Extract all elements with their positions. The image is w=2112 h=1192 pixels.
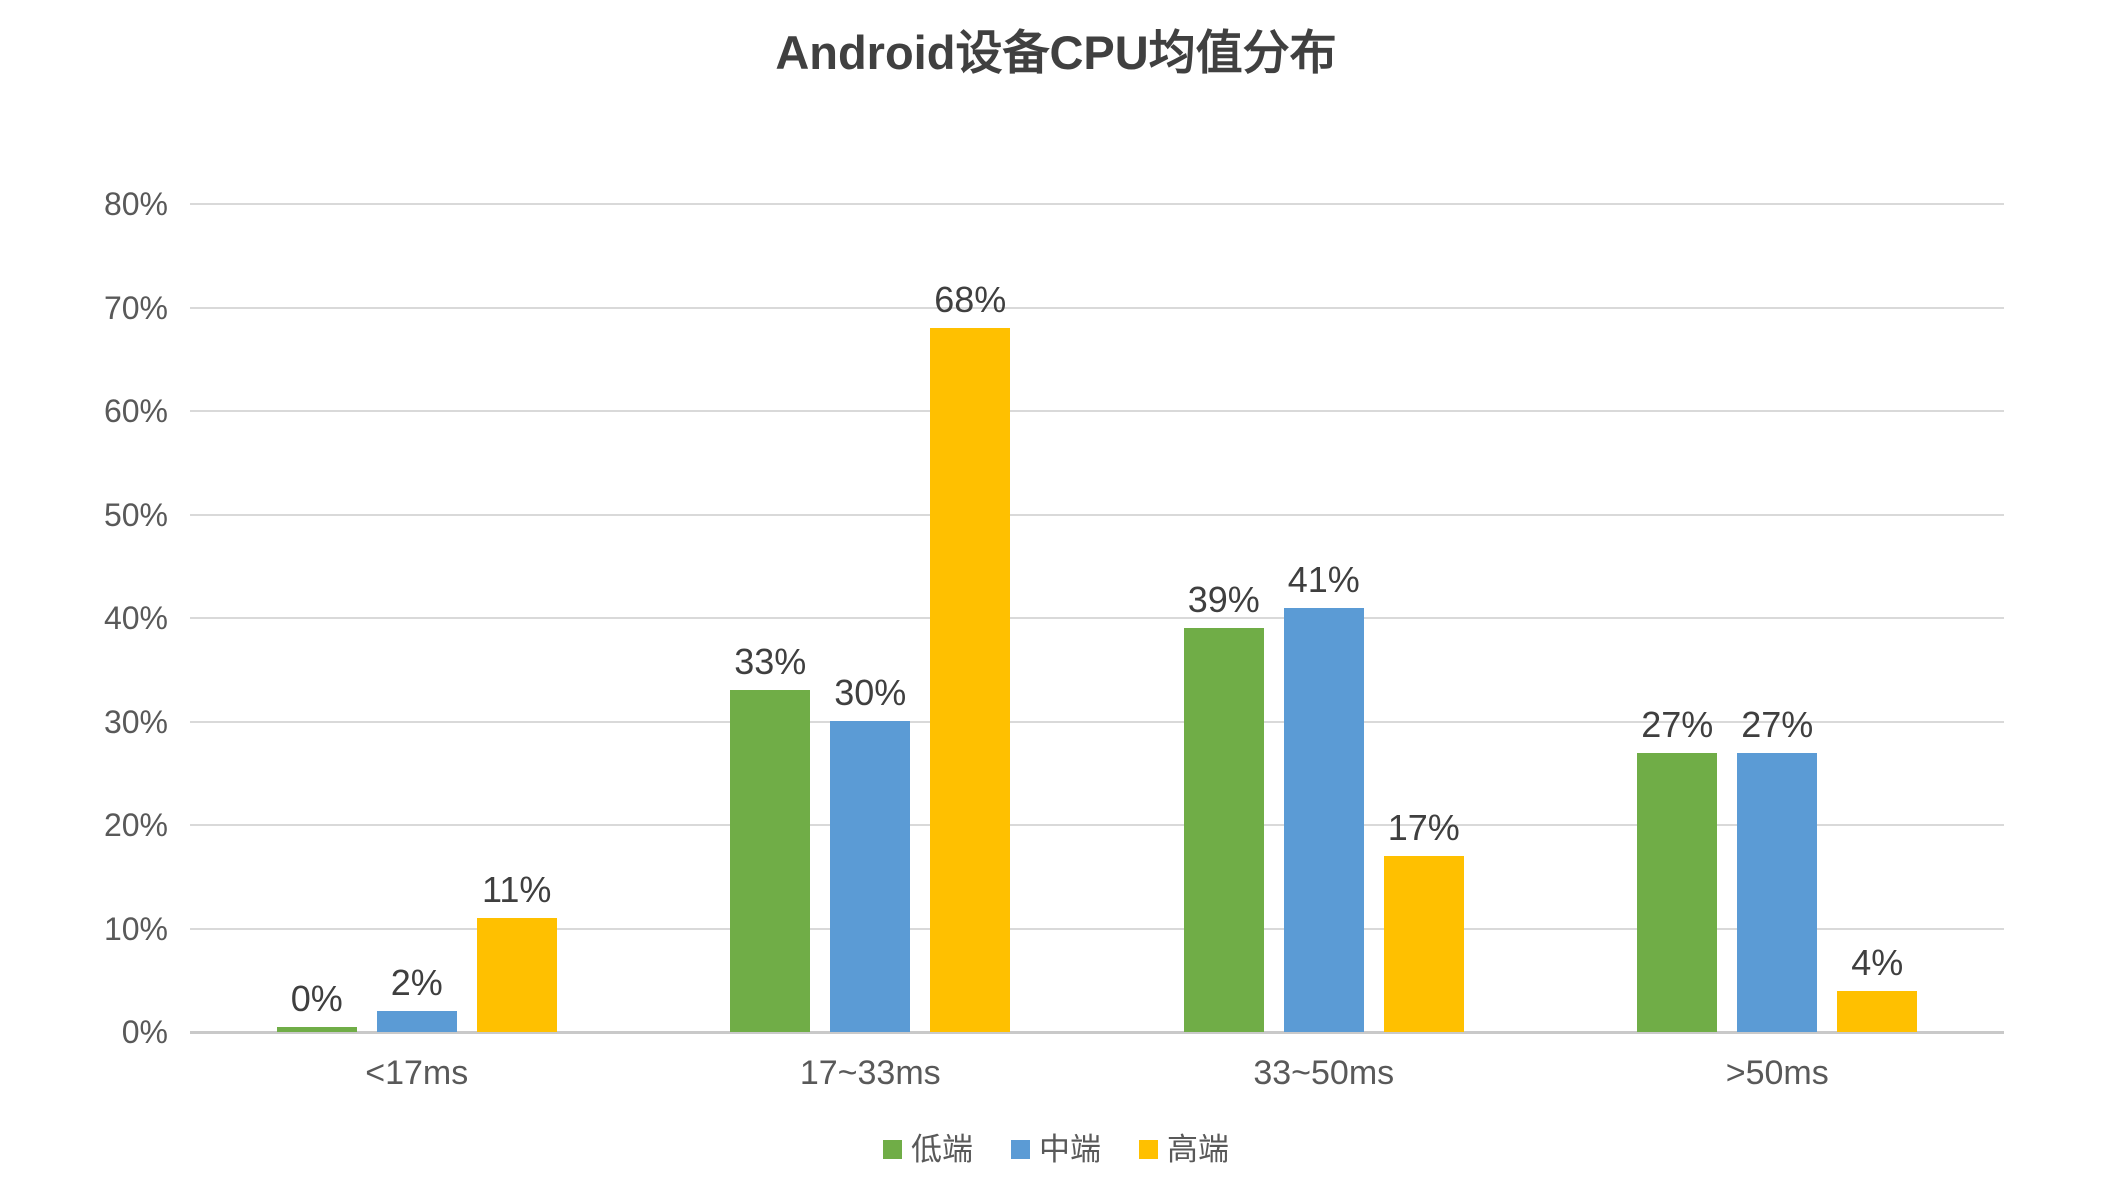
- legend-item-2: 高端: [1139, 1134, 1229, 1165]
- bar-中端-33~50ms: [1283, 608, 1364, 1032]
- bar-value-label: 33%: [734, 641, 807, 682]
- bar-value-label: 0%: [290, 978, 343, 1019]
- gridline-60%: [190, 410, 2004, 412]
- bar-value-label: 27%: [1641, 704, 1714, 745]
- bar-低端->50ms: [1637, 753, 1718, 1032]
- bar-value-label: 4%: [1851, 942, 1904, 983]
- y-axis-tick-label: 80%: [103, 186, 168, 222]
- gridline-50%: [190, 513, 2004, 516]
- bar-低端-<17ms: [276, 1027, 357, 1032]
- bar-value-label: 41%: [1287, 559, 1360, 600]
- bar-中端-17~33ms: [830, 721, 911, 1032]
- x-axis-line: [190, 1031, 2004, 1034]
- bar-value-label: 27%: [1741, 704, 1814, 745]
- legend: 低端 中端 高端: [0, 1134, 2112, 1165]
- gridline-80%: [190, 203, 2004, 205]
- gridline-70%: [190, 306, 2004, 309]
- gridline-30%: [190, 720, 2004, 723]
- y-axis-tick-label: 70%: [103, 289, 168, 326]
- legend-swatch-icon: [1011, 1140, 1030, 1159]
- bar-value-label: 39%: [1187, 579, 1260, 620]
- y-axis-tick-label: 0%: [121, 1014, 168, 1050]
- x-axis-category-label: 33~50ms: [1253, 1054, 1395, 1092]
- bar-中端->50ms: [1737, 753, 1818, 1032]
- gridline-10%: [190, 927, 2004, 930]
- y-axis-tick-label: 40%: [103, 600, 168, 636]
- legend-label: 高端: [1167, 1132, 1229, 1167]
- bar-高端->50ms: [1837, 991, 1918, 1032]
- bar-低端-17~33ms: [730, 690, 811, 1032]
- bar-value-label: 11%: [482, 869, 552, 910]
- legend-swatch-icon: [883, 1140, 902, 1159]
- legend-label: 低端: [911, 1132, 973, 1167]
- bar-低端-33~50ms: [1183, 628, 1264, 1032]
- bar-高端-17~33ms: [930, 328, 1011, 1032]
- legend-item-0: 低端: [883, 1134, 973, 1165]
- legend-label: 中端: [1039, 1132, 1101, 1167]
- legend-item-1: 中端: [1011, 1134, 1101, 1165]
- gridline-20%: [190, 824, 2004, 826]
- bar-value-label: 2%: [390, 962, 443, 1003]
- y-axis-tick-label: 30%: [103, 703, 168, 740]
- x-axis-category-label: 17~33ms: [799, 1054, 941, 1092]
- bar-value-label: 30%: [834, 672, 907, 713]
- legend-swatch-icon: [1139, 1140, 1158, 1159]
- bar-高端-33~50ms: [1383, 856, 1464, 1032]
- chart-title: Android设备CPU均值分布: [775, 26, 1337, 79]
- y-axis-tick-label: 20%: [103, 807, 168, 843]
- bar-中端-<17ms: [376, 1011, 457, 1032]
- y-axis-tick-label: 60%: [103, 393, 168, 429]
- bar-高端-<17ms: [476, 918, 557, 1032]
- x-axis-category-label: <17ms: [365, 1054, 469, 1092]
- bar-value-label: 17%: [1387, 807, 1460, 848]
- y-axis-tick-label: 50%: [103, 496, 168, 533]
- y-axis-tick-label: 10%: [103, 910, 168, 947]
- gridline-40%: [190, 617, 2004, 619]
- bar-value-label: 68%: [934, 279, 1007, 320]
- x-axis-category-label: >50ms: [1725, 1054, 1829, 1092]
